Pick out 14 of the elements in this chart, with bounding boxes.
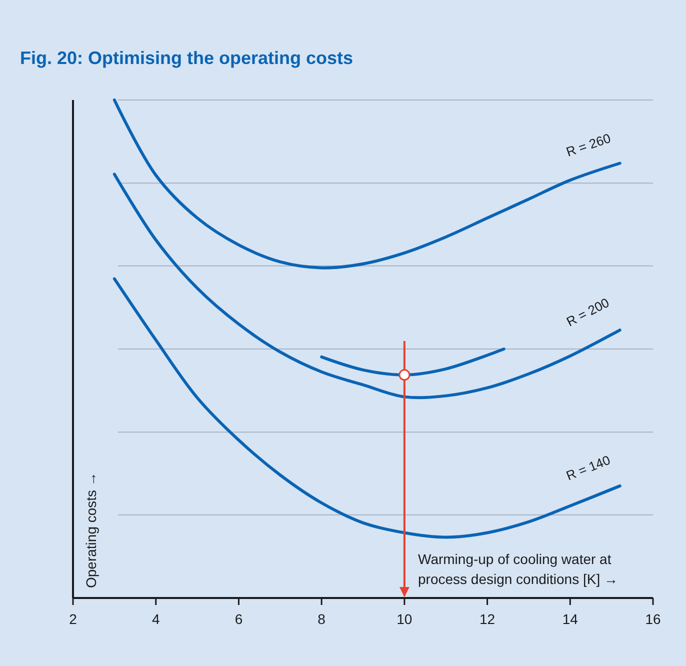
x-tick-label: 14 (562, 611, 578, 627)
x-tick-label: 6 (234, 611, 243, 627)
x-tick-label: 4 (152, 611, 160, 627)
x-tick-label: 8 (318, 611, 326, 627)
x-axis-title: Warming-up of cooling water at process design conditions [K] → (418, 551, 618, 587)
x-tick-label: 12 (479, 611, 496, 627)
y-axis-title: Operating costs → (83, 472, 99, 588)
text: R = 260 (564, 130, 613, 160)
x-tick-label: 16 (645, 611, 661, 627)
text: R = 200 (564, 294, 612, 330)
x-tick-label: 10 (396, 611, 412, 627)
chart-title: Fig. 20: Optimising the operating costs (20, 48, 354, 68)
text: R = 140 (564, 452, 612, 484)
x-tick-label: 2 (69, 611, 78, 627)
